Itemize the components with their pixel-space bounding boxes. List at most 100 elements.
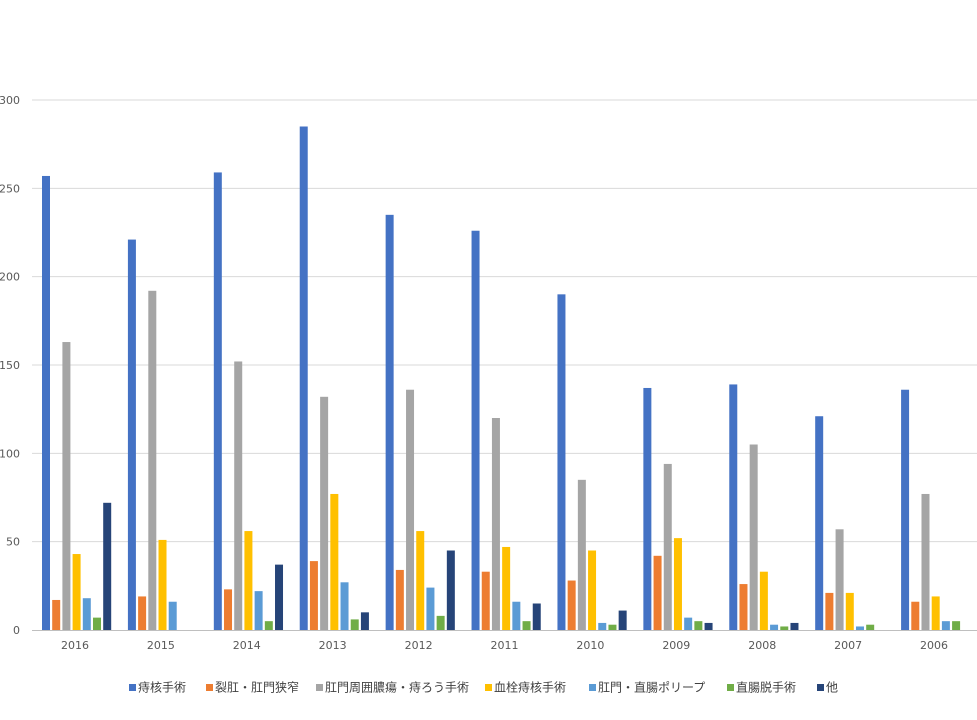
- bar-2012-series-4: [426, 587, 435, 630]
- bar-2008-series-1: [739, 584, 748, 630]
- legend-label-2: 肛門周囲膿瘍・痔ろう手術: [325, 680, 469, 695]
- bar-2006-series-5: [952, 621, 961, 630]
- bar-2010-series-4: [598, 622, 607, 630]
- bar-2013-series-5: [350, 619, 359, 630]
- y-tick-label: 150: [0, 359, 20, 372]
- y-tick-label: 50: [6, 536, 20, 549]
- bar-2006-series-3: [931, 596, 940, 630]
- bar-2011-series-3: [502, 546, 511, 630]
- bar-2010-series-1: [567, 580, 576, 630]
- bar-2013-series-4: [340, 582, 349, 630]
- bar-2008-series-4: [770, 624, 779, 630]
- x-tick-label: 2007: [834, 639, 862, 652]
- bar-2016-series-4: [82, 598, 91, 630]
- bar-2013-series-3: [330, 493, 339, 630]
- x-tick-label: 2011: [491, 639, 519, 652]
- bar-2007-series-3: [845, 592, 854, 630]
- bar-2014-series-6: [275, 564, 284, 630]
- bar-2009-series-2: [663, 463, 672, 630]
- y-tick-label: 300: [0, 94, 20, 107]
- bar-2012-series-2: [406, 389, 415, 630]
- bar-2012-series-6: [446, 550, 455, 630]
- bar-2014-series-3: [244, 531, 253, 630]
- bar-2013-series-1: [309, 561, 318, 630]
- bar-2007-series-5: [866, 624, 875, 630]
- bar-2014-series-0: [213, 172, 222, 630]
- bar-2015-series-2: [148, 290, 157, 630]
- bar-2013-series-2: [320, 396, 329, 630]
- legend-swatch-1: [206, 684, 213, 691]
- legend-label-3: 血栓痔核手術: [494, 680, 566, 695]
- bar-2014-series-5: [264, 621, 273, 630]
- bar-2013-series-6: [360, 612, 369, 630]
- bar-2010-series-3: [588, 550, 597, 630]
- bar-2009-series-6: [704, 622, 713, 630]
- bar-2016-series-5: [93, 617, 101, 630]
- bar-2015-series-3: [158, 539, 167, 630]
- legend-swatch-0: [129, 684, 136, 691]
- bar-2008-series-6: [790, 622, 799, 630]
- bar-2011-series-2: [491, 418, 500, 630]
- bar-2010-series-2: [577, 479, 586, 630]
- y-tick-label: 100: [0, 447, 20, 460]
- x-tick-label: 2014: [233, 639, 261, 652]
- x-tick-label: 2009: [662, 639, 690, 652]
- bar-2007-series-1: [825, 592, 834, 630]
- bars: [42, 126, 961, 631]
- bar-2014-series-2: [234, 361, 243, 630]
- y-axis-ticks: 0 50 100 150 200 250 300: [0, 94, 20, 637]
- bar-2007-series-2: [835, 529, 844, 630]
- bar-2009-series-1: [653, 555, 662, 630]
- x-tick-label: 2013: [319, 639, 347, 652]
- bar-2010-series-6: [618, 610, 627, 630]
- bar-2007-series-4: [855, 626, 864, 630]
- bar-2006-series-0: [901, 389, 910, 630]
- legend-label-0: 痔核手術: [138, 680, 186, 695]
- y-tick-label: 250: [0, 182, 20, 195]
- bar-2008-series-5: [780, 626, 789, 630]
- y-tick-label: 200: [0, 271, 20, 284]
- legend-swatch-6: [817, 684, 824, 691]
- bar-2012-series-0: [385, 214, 394, 631]
- x-tick-label: 2010: [576, 639, 604, 652]
- legend-label-6: 他: [826, 681, 838, 695]
- legend-swatch-2: [316, 684, 323, 691]
- bar-2011-series-5: [522, 621, 531, 630]
- bar-2007-series-0: [815, 416, 824, 630]
- legend-label-4: 肛門・直腸ポリープ: [598, 681, 705, 695]
- bar-2011-series-4: [512, 601, 521, 630]
- bar-2016-series-2: [62, 342, 71, 630]
- bar-2009-series-5: [694, 621, 703, 630]
- x-tick-label: 2015: [147, 639, 175, 652]
- bar-2008-series-2: [749, 444, 758, 630]
- x-tick-label: 2006: [920, 639, 948, 652]
- bar-2012-series-1: [395, 569, 404, 630]
- bar-2011-series-1: [481, 571, 490, 630]
- bar-2009-series-4: [684, 617, 693, 630]
- bar-2014-series-4: [254, 591, 263, 630]
- bar-2012-series-5: [436, 615, 445, 630]
- legend-label-1: 裂肛・肛門狭窄: [215, 680, 299, 695]
- bar-2016-series-1: [52, 599, 61, 630]
- legend-swatch-3: [485, 684, 492, 691]
- bar-2015-series-0: [127, 239, 136, 631]
- gridlines: [32, 99, 977, 543]
- legend-swatch-5: [727, 684, 734, 691]
- bar-2008-series-0: [729, 384, 738, 630]
- legend-swatch-4: [589, 684, 596, 691]
- bar-2012-series-3: [416, 531, 425, 630]
- x-tick-label: 2012: [405, 639, 433, 652]
- bar-2015-series-4: [168, 601, 177, 630]
- bar-2011-series-0: [471, 230, 480, 630]
- legend: 痔核手術 裂肛・肛門狭窄 肛門周囲膿瘍・痔ろう手術 血栓痔核手術 肛門・直腸ポリープ 直腸…: [129, 680, 838, 695]
- bar-2009-series-0: [643, 387, 652, 630]
- bar-2015-series-1: [138, 596, 147, 630]
- legend-label-5: 直腸脱手術: [736, 680, 796, 695]
- bar-2008-series-3: [759, 571, 768, 630]
- bar-2014-series-1: [224, 589, 233, 630]
- bar-2006-series-1: [911, 601, 920, 630]
- bar-2013-series-0: [299, 126, 308, 630]
- bar-2016-series-6: [103, 502, 112, 630]
- bar-2006-series-2: [921, 493, 930, 630]
